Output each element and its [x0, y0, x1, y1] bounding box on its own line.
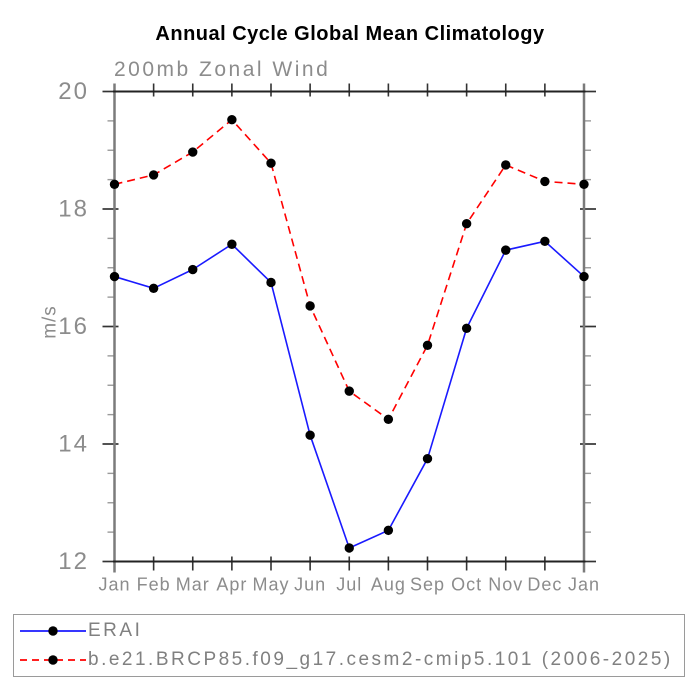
- series-line-model: [114, 118, 585, 421]
- data-point-erai: [266, 277, 276, 288]
- x-tick-label: May: [252, 575, 289, 595]
- data-point-model: [540, 176, 550, 187]
- x-tick-label: Apr: [216, 575, 247, 595]
- data-point-erai: [227, 239, 237, 249]
- data-point-model: [579, 179, 589, 190]
- y-tick-label: 12: [58, 548, 89, 575]
- y-tick-label: 20: [58, 78, 89, 105]
- data-point-erai: [305, 430, 315, 440]
- data-point-model: [461, 218, 472, 229]
- data-point-erai: [579, 271, 589, 282]
- legend-line-sample-erai: [20, 626, 86, 636]
- data-point-model: [188, 147, 198, 157]
- chart-title: Annual Cycle Global Mean Climatology: [155, 23, 545, 45]
- chart-subtitle: 200mb Zonal Wind: [114, 58, 331, 81]
- x-tick-label: Feb: [137, 575, 171, 595]
- x-tick-label: Jun: [294, 575, 326, 595]
- data-point-model: [344, 386, 354, 396]
- y-tick-label: 18: [58, 196, 89, 223]
- x-tick-label: Jul: [336, 575, 362, 595]
- legend-item-model: b.e21.BRCP85.f09_g17.cesm2-cmip5.101 (20…: [20, 647, 684, 673]
- data-point-model: [422, 340, 433, 350]
- x-tick-label: Jan: [568, 575, 600, 595]
- data-point-erai: [501, 245, 511, 255]
- x-tick-label: Mar: [176, 575, 210, 595]
- y-tick-label: 14: [58, 431, 89, 458]
- x-tick-label: Aug: [371, 575, 406, 595]
- x-tick-label: Dec: [527, 575, 562, 595]
- data-point-model: [501, 160, 511, 170]
- y-tick-label: 16: [58, 313, 89, 340]
- data-point-model: [383, 414, 394, 425]
- data-point-erai: [540, 236, 550, 247]
- data-point-erai: [422, 453, 433, 464]
- data-point-erai: [148, 283, 159, 294]
- y-axis-title: m/s: [40, 305, 61, 339]
- data-point-erai: [109, 271, 120, 282]
- data-point-model: [148, 170, 159, 180]
- x-tick-label: Oct: [451, 575, 482, 595]
- x-tick-label: Sep: [410, 575, 445, 595]
- legend: ERAI b.e21.BRCP85.f09_g17.cesm2-cmip5.10…: [13, 614, 685, 677]
- legend-line-sample-model: [20, 655, 86, 665]
- data-point-model: [266, 158, 276, 168]
- x-tick-label: Nov: [488, 575, 523, 595]
- data-point-model: [109, 179, 120, 190]
- data-point-erai: [188, 264, 198, 275]
- data-point-model: [227, 115, 237, 125]
- legend-item-erai: ERAI: [20, 618, 684, 644]
- data-point-erai: [383, 525, 394, 536]
- data-point-erai: [344, 543, 354, 553]
- legend-label-erai: ERAI: [88, 620, 143, 641]
- data-point-erai: [461, 323, 472, 333]
- legend-label-model: b.e21.BRCP85.f09_g17.cesm2-cmip5.101 (20…: [88, 649, 673, 670]
- data-point-model: [305, 301, 315, 311]
- x-tick-label: Jan: [98, 575, 130, 595]
